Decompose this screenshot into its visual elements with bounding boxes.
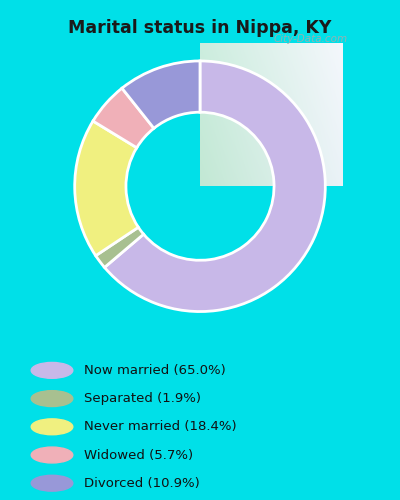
Circle shape	[31, 476, 73, 491]
Wedge shape	[122, 61, 200, 128]
Text: Divorced (10.9%): Divorced (10.9%)	[84, 476, 200, 490]
Text: Now married (65.0%): Now married (65.0%)	[84, 364, 226, 377]
Text: Never married (18.4%): Never married (18.4%)	[84, 420, 237, 434]
Text: Widowed (5.7%): Widowed (5.7%)	[84, 448, 193, 462]
Text: Separated (1.9%): Separated (1.9%)	[84, 392, 201, 405]
Circle shape	[31, 390, 73, 406]
Circle shape	[31, 362, 73, 378]
Wedge shape	[93, 88, 154, 148]
Circle shape	[31, 419, 73, 434]
Text: Marital status in Nippa, KY: Marital status in Nippa, KY	[68, 19, 332, 37]
Wedge shape	[96, 228, 144, 268]
Wedge shape	[75, 121, 138, 256]
Wedge shape	[104, 61, 325, 312]
Text: City-Data.com: City-Data.com	[274, 34, 348, 44]
Circle shape	[31, 447, 73, 463]
